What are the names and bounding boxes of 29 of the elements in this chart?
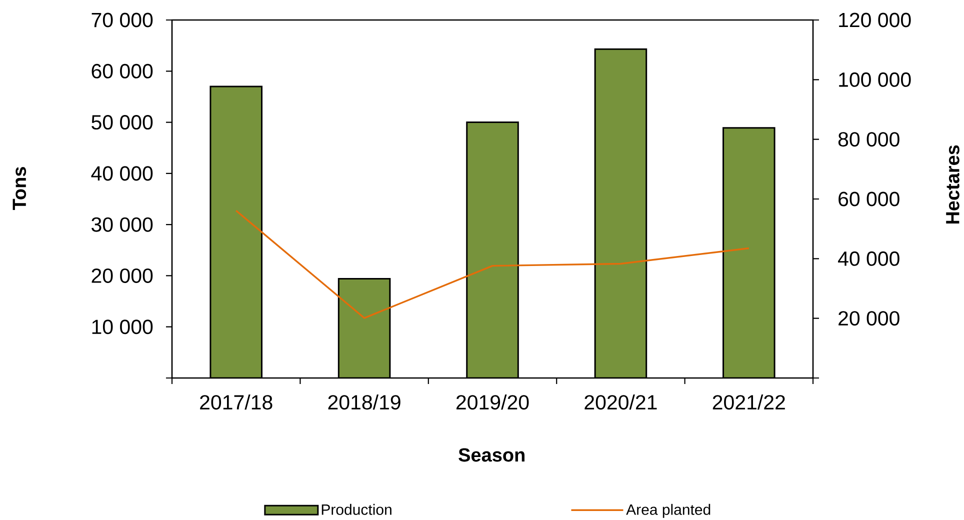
y-tick-label: 20 000 — [92, 268, 153, 283]
x-tick-label: 2018/19 — [328, 394, 400, 410]
y2-tick-label: 120 000 — [839, 12, 911, 28]
x-tick-label: 2017/18 — [200, 394, 272, 410]
x-tick-label: 2021/22 — [712, 394, 785, 410]
y2-tick-label: 40 000 — [838, 251, 900, 266]
y2-tick-label: 100 000 — [839, 72, 911, 87]
x-axis-title: Season — [458, 448, 524, 462]
bar — [594, 48, 648, 378]
y-tick-label: 40 000 — [91, 166, 153, 181]
bar — [466, 122, 519, 378]
x-tick-label: 2020/21 — [584, 394, 657, 410]
y-tick-label: 30 000 — [92, 217, 153, 232]
bar — [338, 278, 391, 378]
bar — [722, 127, 776, 378]
y-tick-label: 50 000 — [92, 115, 153, 130]
y-tick-label: 70 000 — [92, 12, 153, 28]
line-series — [235, 210, 750, 319]
x-tick-label: 2019/20 — [456, 394, 529, 410]
y2-tick-label: 20 000 — [838, 311, 900, 326]
legend-label: Production — [322, 504, 392, 515]
y2-axis-title: Hectares — [946, 145, 960, 224]
y-tick-label: 60 000 — [92, 64, 153, 78]
y2-tick-label: 60 000 — [838, 192, 900, 206]
y-axis-title: Tons — [12, 167, 26, 210]
y-tick-label: 10 000 — [92, 320, 153, 334]
bar — [210, 86, 262, 378]
legend-label: Area planted — [626, 504, 710, 518]
y2-tick-label: 80 000 — [838, 132, 900, 147]
